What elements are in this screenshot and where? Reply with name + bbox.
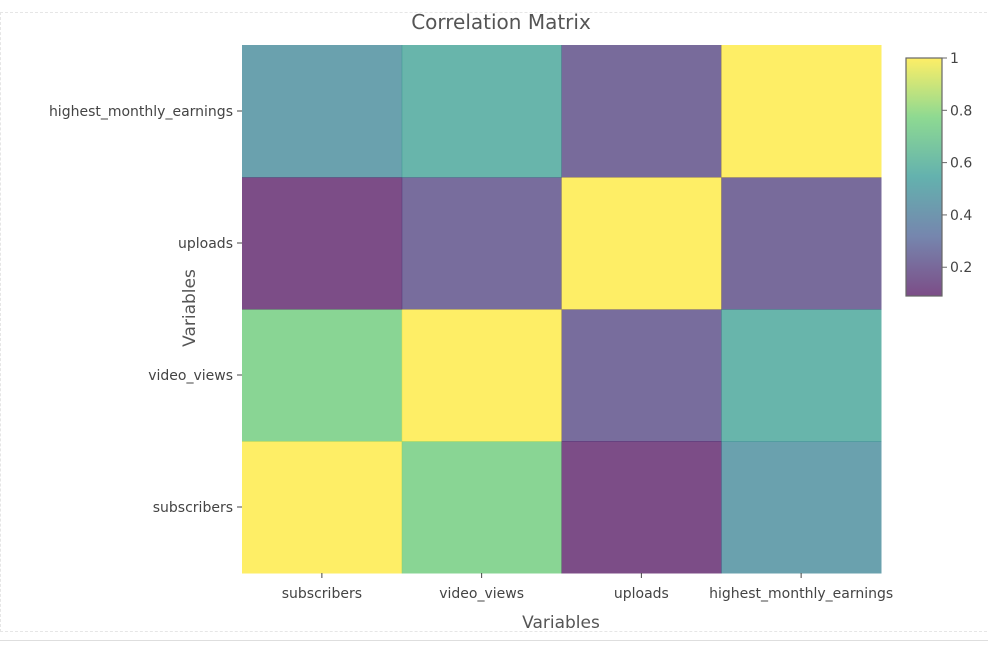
colorbar: 0.2 0.4 0.6 0.8 1 xyxy=(905,51,972,297)
colorbar-tick-label: 1 xyxy=(950,51,959,67)
chart-title: Correlation Matrix xyxy=(411,10,591,34)
y-tick-label-uploads: uploads xyxy=(178,236,233,252)
colorbar-gradient xyxy=(905,57,943,297)
chart-frame xyxy=(0,12,987,632)
y-tick-label-subscribers: subscribers xyxy=(153,500,233,516)
heatmap-cell-highest_monthly_earnings-uploads xyxy=(561,45,722,178)
heatmap-cell-subscribers-highest_monthly_earnings xyxy=(721,441,882,574)
heatmap-cell-uploads-highest_monthly_earnings xyxy=(721,177,882,310)
heatmap-cell-subscribers-subscribers xyxy=(242,441,403,574)
x-tick-label-video_views: video_views xyxy=(439,586,524,602)
heatmap-cell-subscribers-uploads xyxy=(561,441,722,574)
x-tick-label-uploads: uploads xyxy=(614,586,669,602)
colorbar-tick-label: 0.8 xyxy=(950,103,972,119)
heatmap-cell-video_views-video_views xyxy=(401,309,562,442)
heatmap-cell-video_views-uploads xyxy=(561,309,722,442)
heatmap-cell-video_views-subscribers xyxy=(242,309,403,442)
x-tick-label-subscribers: subscribers xyxy=(282,586,362,602)
y-tick-label-highest_monthly_earnings: highest_monthly_earnings xyxy=(49,104,233,120)
x-tick-label-highest_monthly_earnings: highest_monthly_earnings xyxy=(709,586,893,602)
heatmap-cell-uploads-subscribers xyxy=(242,177,403,310)
colorbar-tick-label: 0.4 xyxy=(950,208,972,224)
heatmap-cell-highest_monthly_earnings-highest_monthly_earnings xyxy=(721,45,882,178)
x-axis-title: Variables xyxy=(522,613,600,633)
bottom-divider xyxy=(0,640,988,641)
colorbar-tick-label: 0.2 xyxy=(950,260,972,276)
y-axis-title: Variables xyxy=(180,269,200,347)
heatmap-cell-highest_monthly_earnings-subscribers xyxy=(242,45,403,178)
y-tick-label-video_views: video_views xyxy=(148,368,233,384)
heatmap-cell-video_views-highest_monthly_earnings xyxy=(721,309,882,442)
heatmap-cell-uploads-video_views xyxy=(401,177,562,310)
heatmap-cell-subscribers-video_views xyxy=(401,441,562,574)
heatmap-cell-uploads-uploads xyxy=(561,177,722,310)
colorbar-tick-label: 0.6 xyxy=(950,156,972,172)
heatmap-cell-highest_monthly_earnings-video_views xyxy=(401,45,562,178)
